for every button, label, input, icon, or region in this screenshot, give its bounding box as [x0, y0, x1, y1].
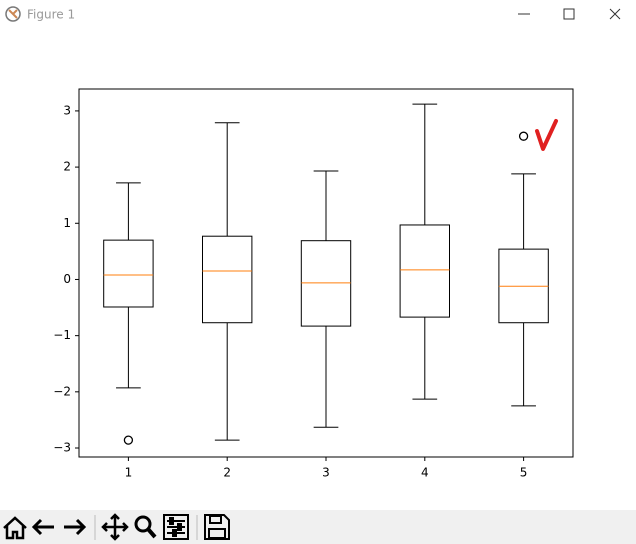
x-tick-label: 5	[520, 466, 528, 480]
home-button[interactable]	[3, 516, 27, 540]
window-title: Figure 1	[27, 8, 75, 22]
flier	[123, 435, 134, 445]
title-bar	[0, 0, 636, 30]
pan-button[interactable]	[101, 513, 129, 541]
flier	[518, 131, 529, 141]
x-tick-label: 1	[125, 466, 133, 480]
x-tick-label: 4	[421, 466, 429, 480]
y-tick-label: 2	[63, 160, 71, 174]
check-annotation	[535, 119, 558, 151]
y-tick-label: 0	[63, 272, 71, 286]
maximize-button[interactable]	[563, 8, 575, 20]
box	[103, 239, 154, 308]
box	[399, 224, 451, 318]
configure-button[interactable]	[163, 514, 189, 540]
forward-button[interactable]	[64, 518, 87, 536]
save-button[interactable]	[204, 514, 230, 540]
close-button[interactable]	[609, 8, 621, 20]
x-tick-label: 3	[322, 466, 330, 480]
y-tick-label: −2	[53, 384, 71, 398]
y-tick-label: 1	[63, 216, 71, 230]
y-tick-label: −1	[53, 328, 71, 342]
box	[202, 235, 253, 324]
y-tick-label: 3	[63, 103, 71, 117]
axes-frame	[78, 88, 574, 458]
y-tick-label: −3	[53, 441, 71, 455]
zoom-button[interactable]	[134, 515, 157, 539]
plot-area: −3 −2 −1 0 1 2 3 1 2 3 4 5	[53, 88, 574, 480]
box	[300, 240, 352, 327]
app-icon	[5, 6, 21, 22]
back-button[interactable]	[31, 518, 54, 536]
x-tick-label: 2	[223, 466, 231, 480]
